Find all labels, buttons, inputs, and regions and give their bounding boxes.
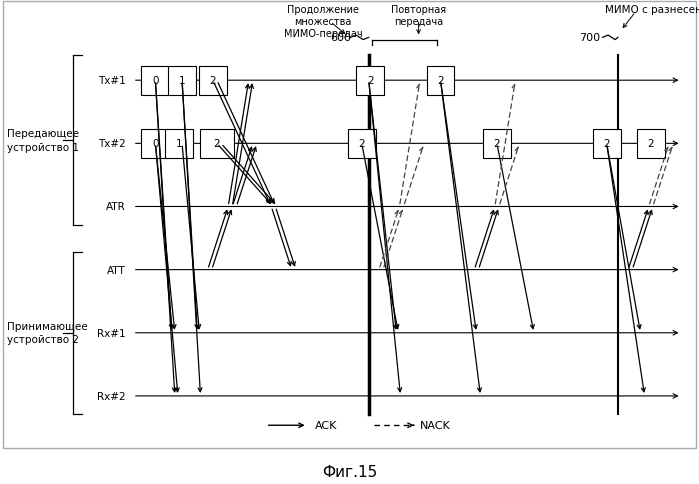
Text: NACK: NACK bbox=[419, 421, 450, 430]
Text: 2: 2 bbox=[603, 139, 610, 149]
Text: 2: 2 bbox=[367, 76, 373, 86]
Text: ATT: ATT bbox=[107, 265, 126, 275]
Bar bbox=[483, 129, 511, 159]
Text: 1: 1 bbox=[179, 76, 185, 86]
Text: Tx#1: Tx#1 bbox=[98, 76, 126, 86]
Text: Продолжение
множества
МИМО-передач: Продолжение множества МИМО-передач bbox=[284, 4, 363, 39]
Text: Tx#2: Tx#2 bbox=[98, 139, 126, 149]
Text: Передающее
устройство 1: Передающее устройство 1 bbox=[7, 129, 79, 152]
Bar bbox=[141, 129, 169, 159]
Text: 2: 2 bbox=[210, 76, 216, 86]
Text: 1: 1 bbox=[175, 139, 182, 149]
Bar bbox=[426, 66, 454, 96]
Text: 2: 2 bbox=[437, 76, 444, 86]
Text: 0: 0 bbox=[152, 76, 159, 86]
Text: 0: 0 bbox=[152, 139, 159, 149]
Text: 600: 600 bbox=[330, 33, 351, 43]
Text: МИМО с разнесением: МИМО с разнесением bbox=[605, 4, 699, 15]
Bar bbox=[165, 129, 193, 159]
Text: Rx#1: Rx#1 bbox=[97, 328, 126, 338]
Text: Повторная
передача: Повторная передача bbox=[391, 4, 446, 27]
Bar bbox=[168, 66, 196, 96]
Text: 2: 2 bbox=[493, 139, 500, 149]
Text: ATR: ATR bbox=[106, 202, 126, 212]
Bar bbox=[593, 129, 621, 159]
Text: ACK: ACK bbox=[315, 421, 337, 430]
Bar bbox=[199, 66, 226, 96]
Text: 2: 2 bbox=[359, 139, 365, 149]
Text: Rx#2: Rx#2 bbox=[97, 391, 126, 401]
Text: 2: 2 bbox=[647, 139, 654, 149]
Text: Принимающее
устройство 2: Принимающее устройство 2 bbox=[7, 321, 87, 345]
Bar bbox=[356, 66, 384, 96]
Text: 2: 2 bbox=[214, 139, 220, 149]
Bar bbox=[347, 129, 375, 159]
Text: Фиг.15: Фиг.15 bbox=[322, 465, 377, 479]
Bar bbox=[637, 129, 665, 159]
Bar bbox=[141, 66, 169, 96]
Bar bbox=[200, 129, 233, 159]
Text: 700: 700 bbox=[579, 33, 600, 43]
